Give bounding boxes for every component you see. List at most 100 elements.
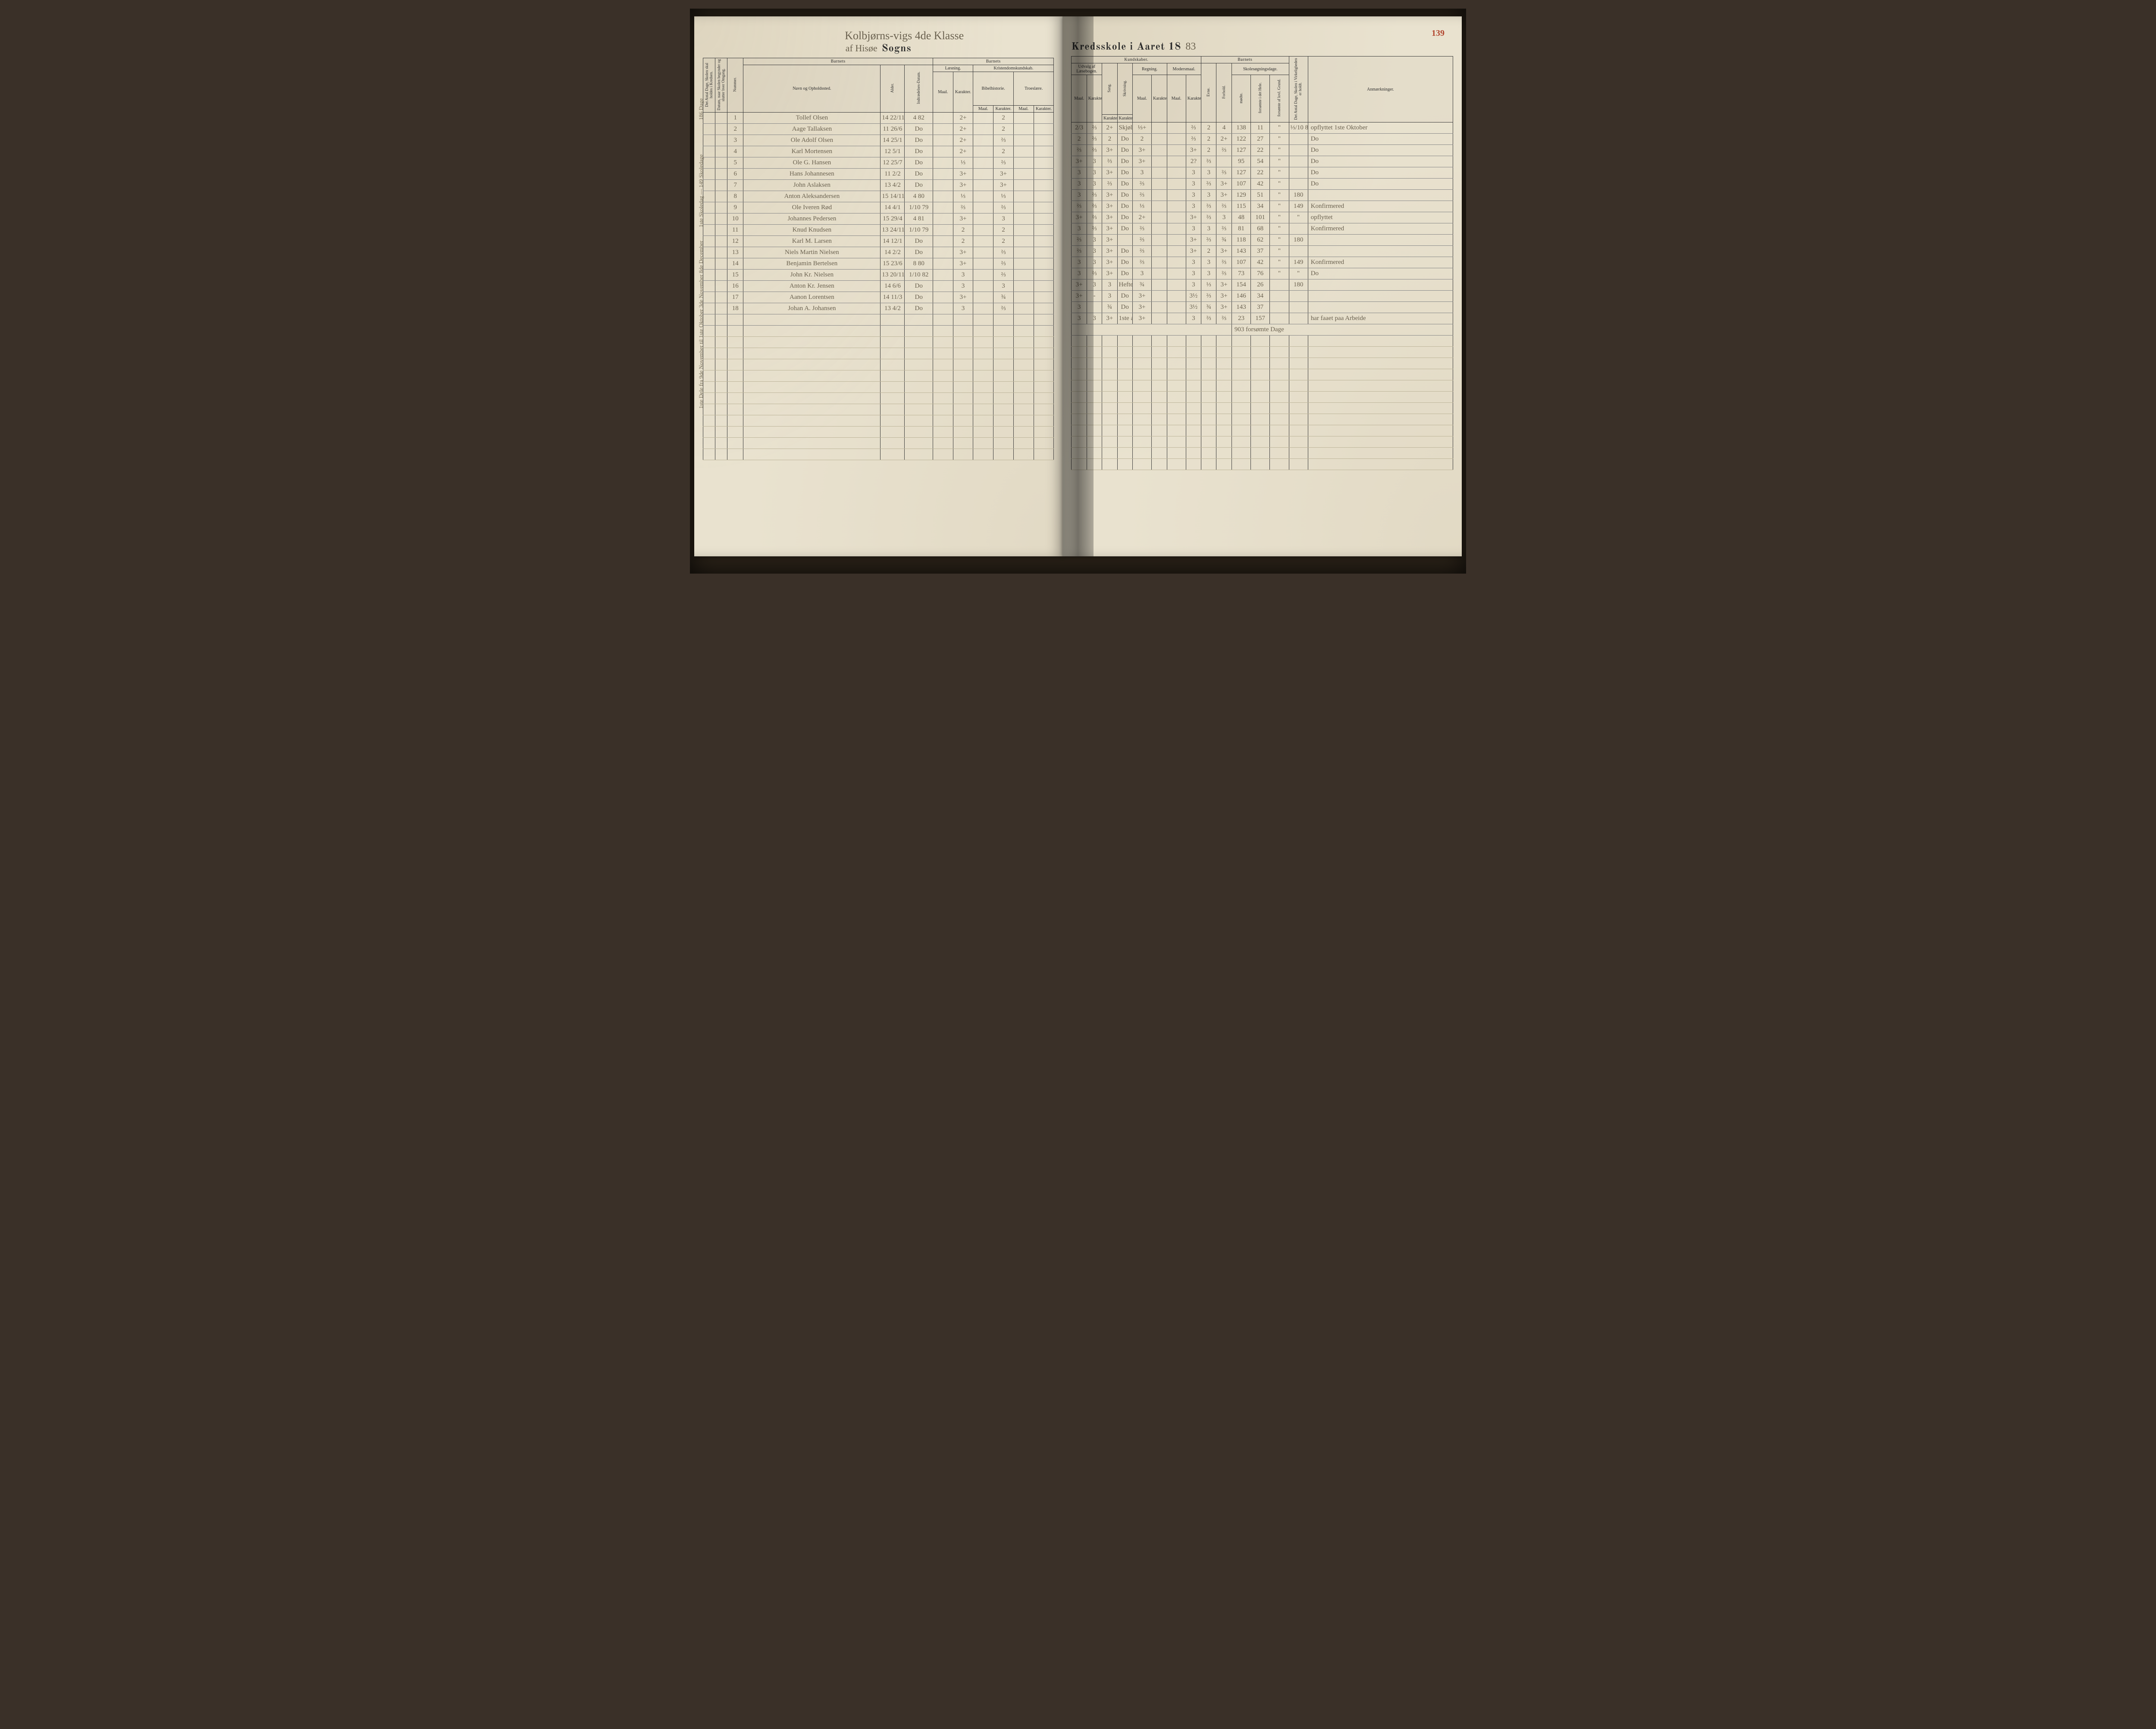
cell-mk: 3½ bbox=[1186, 291, 1201, 302]
cell-blank bbox=[1152, 459, 1167, 470]
cell-vd bbox=[1289, 134, 1308, 145]
cell-uk: 3 bbox=[1087, 235, 1102, 246]
cell-lm bbox=[933, 169, 953, 180]
cell-anm: Do bbox=[1308, 134, 1453, 145]
cell-uk: ⅔ bbox=[1087, 134, 1102, 145]
cell-ev: 2 bbox=[1201, 122, 1216, 134]
cell-tk bbox=[1034, 281, 1054, 292]
cell-num: 9 bbox=[727, 202, 743, 213]
cell-vd: ⅓/10 83 149 bbox=[1289, 122, 1308, 134]
cell-tk bbox=[1034, 202, 1054, 213]
cell-lk: 3+ bbox=[953, 258, 973, 270]
cell-lk: 3+ bbox=[953, 213, 973, 225]
table-row-blank bbox=[703, 359, 1054, 370]
th-indtr: Indtrædelses-Datum. bbox=[917, 72, 921, 104]
cell-blank bbox=[973, 382, 993, 393]
cell-blank bbox=[1251, 392, 1270, 403]
cell-mk: 3+ bbox=[1186, 212, 1201, 223]
cell-blank bbox=[1117, 414, 1132, 425]
cell-tk bbox=[1034, 292, 1054, 303]
cell-blank bbox=[1289, 336, 1308, 347]
table-row: 2⅔2Do2⅔22+12227"Do bbox=[1072, 134, 1453, 145]
table-row: 17Aanon Lorentsen14 11/3Do3+¾ bbox=[703, 292, 1054, 303]
cell-blank bbox=[727, 449, 743, 460]
cell-age: 12 25/7 bbox=[881, 157, 905, 169]
cell-bk: 3+ bbox=[993, 180, 1014, 191]
cell-blank bbox=[1013, 337, 1034, 348]
cell-name: Tollef Olsen bbox=[743, 113, 881, 124]
cell-blank bbox=[703, 382, 715, 393]
cell-uk: ⅔ bbox=[1087, 268, 1102, 279]
cell-blank bbox=[1251, 436, 1270, 448]
cell-blank bbox=[1087, 380, 1102, 392]
script-sogn-prefix: af Hisøe bbox=[846, 43, 877, 54]
cell-blank bbox=[1072, 425, 1087, 436]
cell-blank bbox=[715, 202, 727, 213]
cell-sa: 3+ bbox=[1102, 257, 1117, 268]
cell-blank bbox=[993, 404, 1014, 415]
cell-blank bbox=[1216, 392, 1232, 403]
cell-blank bbox=[715, 157, 727, 169]
cell-blank bbox=[1167, 392, 1186, 403]
cell-lm bbox=[933, 146, 953, 157]
cell-blank bbox=[1167, 336, 1186, 347]
th-skriv: Skrivning. bbox=[1123, 80, 1127, 97]
cell-sk: Do bbox=[1117, 212, 1132, 223]
cell-blank bbox=[703, 146, 715, 157]
cell-ev: ⅔ bbox=[1201, 235, 1216, 246]
cell-blank bbox=[727, 404, 743, 415]
cell-bk: ⅓ bbox=[993, 191, 1014, 202]
cell-rk bbox=[1152, 190, 1167, 201]
cell-blank bbox=[1232, 403, 1250, 414]
cell-blank bbox=[1072, 380, 1087, 392]
cell-blank bbox=[703, 303, 715, 314]
cell-blank bbox=[1117, 347, 1132, 358]
cell-fl bbox=[1270, 302, 1289, 313]
cell-fh: 157 bbox=[1251, 313, 1270, 324]
cell-bk: 3+ bbox=[993, 169, 1014, 180]
cell-age: 13 20/11 bbox=[881, 270, 905, 281]
cell-vd: " bbox=[1289, 212, 1308, 223]
cell-anm: Konfirmered bbox=[1308, 257, 1453, 268]
cell-blank bbox=[1013, 415, 1034, 427]
cell-bk: ⅔ bbox=[993, 135, 1014, 146]
cell-blank bbox=[1117, 336, 1132, 347]
cell-num: 3 bbox=[727, 135, 743, 146]
cell-fo: ¾ bbox=[1216, 235, 1232, 246]
cell-blank bbox=[1201, 380, 1216, 392]
cell-num: 10 bbox=[727, 213, 743, 225]
cell-lk: 3+ bbox=[953, 247, 973, 258]
cell-blank bbox=[953, 326, 973, 337]
cell-ind: 1/10 82 bbox=[905, 270, 933, 281]
cell-blank bbox=[1232, 358, 1250, 369]
cell-blank bbox=[1072, 358, 1087, 369]
table-row-footer: 903 forsømte Dage bbox=[1072, 324, 1453, 336]
cell-mo: 127 bbox=[1232, 167, 1250, 179]
cell-fl: " bbox=[1270, 134, 1289, 145]
margin-note-skoledage: 1ste Skoledag — 149 Skoledage bbox=[698, 154, 705, 227]
cell-ev: ⅔ bbox=[1201, 291, 1216, 302]
table-row: 3+⅔3+Do2+3+⅔348101""opflyttet bbox=[1072, 212, 1453, 223]
cell-tm bbox=[1013, 258, 1034, 270]
cell-rm: ⅔ bbox=[1132, 257, 1151, 268]
table-row-blank bbox=[1072, 369, 1453, 380]
th-bib-maal: Maal. bbox=[973, 106, 993, 113]
cell-blank bbox=[743, 359, 881, 370]
cell-bm bbox=[973, 169, 993, 180]
cell-blank bbox=[993, 415, 1014, 427]
cell-rk bbox=[1152, 302, 1167, 313]
cell-blank bbox=[953, 449, 973, 460]
cell-sa: 3+ bbox=[1102, 212, 1117, 223]
cell-lm bbox=[933, 281, 953, 292]
cell-mo: 81 bbox=[1232, 223, 1250, 235]
cell-blank bbox=[1117, 369, 1132, 380]
cell-lm bbox=[933, 270, 953, 281]
cell-blank bbox=[1072, 459, 1087, 470]
cell-blank bbox=[1087, 436, 1102, 448]
cell-anm bbox=[1308, 246, 1453, 257]
cell-blank bbox=[1201, 336, 1216, 347]
cell-mm bbox=[1167, 257, 1186, 268]
table-row: 5Ole G. Hansen12 25/7Do⅓⅔ bbox=[703, 157, 1054, 169]
cell-blank bbox=[1251, 459, 1270, 470]
cell-anm: opflyttet 1ste Oktober bbox=[1308, 122, 1453, 134]
